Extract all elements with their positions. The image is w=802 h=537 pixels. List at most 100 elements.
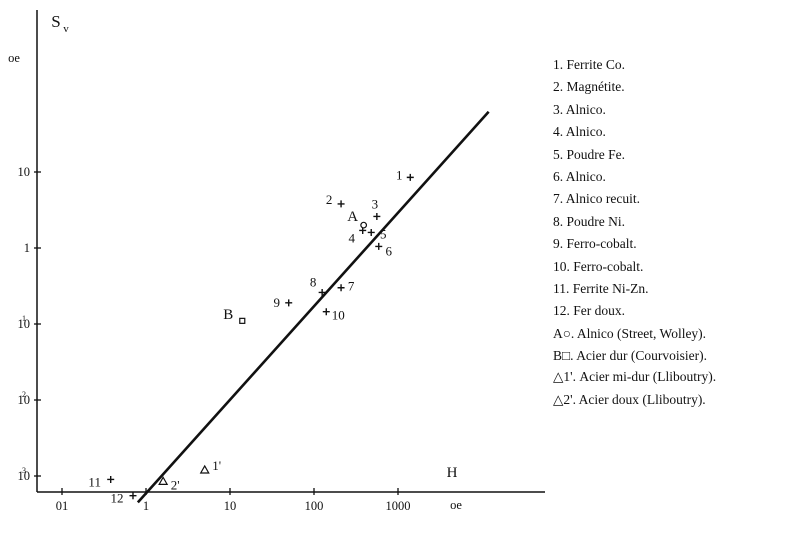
x-tick-label: 01 — [56, 499, 69, 513]
legend-num: 4. — [553, 124, 564, 140]
legend-num: 10. — [553, 258, 570, 274]
point-label-4: 4 — [348, 230, 355, 245]
point-label-3: 3 — [372, 196, 379, 211]
legend-text: Fer doux. — [573, 303, 625, 319]
point-8 — [318, 288, 326, 296]
legend-item-2prime: △2'. Acier doux (Lliboutry). — [553, 389, 802, 411]
point-7 — [337, 284, 345, 292]
legend-item-b: B□. Acier dur (Courvoisier). — [553, 345, 802, 367]
legend-symbol: A○. — [553, 325, 575, 341]
x-tick-label: 100 — [305, 499, 324, 513]
legend-text: Alnico. — [565, 101, 606, 117]
y-tick-exponent: 3 — [22, 466, 26, 475]
legend: 1. Ferrite Co. 2. Magnétite. 3. Alnico. … — [553, 54, 802, 411]
legend-item-9: 9. Ferro-cobalt. — [553, 233, 802, 255]
point-label-11: 11 — [88, 474, 101, 489]
legend-text: Acier dur (Courvoisier). — [576, 348, 708, 364]
legend-num: 1. — [553, 57, 564, 72]
legend-text: Ferrite Ni-Zn. — [572, 281, 649, 297]
y-tick-exponent: 2 — [22, 390, 26, 399]
x-axis-title: H — [447, 465, 458, 481]
legend-text: Ferrite Co. — [566, 57, 626, 72]
trend-line — [136, 110, 490, 504]
point-label-2': 2' — [171, 477, 180, 492]
legend-item-4: 4. Alnico. — [553, 121, 802, 143]
point-10 — [322, 308, 330, 316]
legend-item-8: 8. Poudre Ni. — [553, 211, 802, 233]
point-label-10: 10 — [332, 308, 345, 323]
legend-text: Alnico. — [565, 124, 606, 140]
point-label-12: 12 — [110, 491, 123, 506]
legend-item-12: 12. Fer doux. — [553, 300, 802, 322]
legend-text: Alnico (Street, Wolley). — [576, 325, 707, 341]
point-label-5: 5 — [380, 226, 387, 241]
legend-text: Poudre Fe. — [566, 146, 626, 162]
point-label-B: B — [223, 307, 233, 323]
legend-text: Acier mi-dur (Lliboutry). — [579, 368, 717, 384]
point-label-7: 7 — [348, 279, 355, 294]
point-6 — [375, 242, 383, 250]
point-label-2: 2 — [326, 192, 333, 207]
legend-item-10: 10. Ferro-cobalt. — [553, 256, 802, 278]
y-tick-label: 10 — [18, 393, 31, 407]
point-3 — [373, 212, 381, 220]
point-label-A: A — [347, 209, 358, 225]
point-2 — [337, 200, 345, 208]
x-tick-label: 10 — [224, 499, 237, 513]
y-tick-label: 1 — [24, 241, 30, 255]
x-tick-label: 1 — [143, 499, 149, 513]
legend-item-6: 6. Alnico. — [553, 166, 802, 188]
y-axis-title: S — [51, 12, 60, 31]
legend-num: 5. — [553, 146, 564, 162]
legend-text: Ferro-cobalt. — [566, 236, 637, 252]
legend-symbol: B□. — [553, 348, 574, 364]
legend-num: 3. — [553, 101, 564, 117]
legend-item-1prime: △1'. Acier mi-dur (Lliboutry). — [553, 368, 802, 389]
y-axis-title-sub: v — [63, 23, 69, 35]
y-tick-label: 10 — [18, 469, 31, 483]
y-tick-label: 10 — [18, 165, 31, 179]
point-label-6: 6 — [386, 243, 393, 258]
legend-item-a: A○. Alnico (Street, Wolley). — [553, 323, 802, 345]
legend-text: Alnico. — [565, 169, 606, 185]
legend-text: Acier doux (Lliboutry). — [578, 391, 706, 407]
legend-text: Alnico recuit. — [565, 191, 640, 207]
legend-num: 12. — [553, 303, 570, 319]
point-label-8: 8 — [310, 274, 317, 289]
point-1 — [406, 173, 414, 181]
legend-symbol: △2'. — [553, 391, 576, 407]
point-12 — [129, 492, 137, 500]
y-tick-label: 10 — [18, 317, 31, 331]
point-label-9: 9 — [273, 295, 280, 310]
legend-num: 11. — [553, 281, 570, 297]
point-5 — [367, 228, 375, 236]
legend-num: 6. — [553, 169, 564, 185]
legend-num: 8. — [553, 213, 564, 229]
legend-item-1: 1. Ferrite Co. — [553, 54, 802, 76]
legend-num: 7. — [553, 191, 564, 207]
legend-num: 2. — [553, 79, 564, 95]
point-label-1': 1' — [212, 458, 221, 473]
y-tick-exponent: 1 — [22, 314, 26, 323]
point-2' — [158, 476, 169, 485]
point-9 — [285, 299, 293, 307]
point-11 — [107, 475, 115, 483]
y-axis-unit: oe — [8, 51, 20, 65]
legend-item-5: 5. Poudre Fe. — [553, 144, 802, 166]
legend-item-3: 3. Alnico. — [553, 99, 802, 121]
point-A — [360, 221, 368, 229]
legend-num: 9. — [553, 236, 564, 252]
point-1' — [199, 464, 210, 474]
legend-text: Ferro-cobalt. — [573, 258, 644, 274]
legend-symbol: △1'. — [553, 368, 576, 384]
point-B — [239, 317, 246, 324]
point-label-1: 1 — [396, 167, 403, 182]
legend-item-2: 2. Magnétite. — [553, 76, 802, 98]
legend-text: Magnétite. — [566, 79, 625, 95]
x-axis-unit: oe — [450, 498, 462, 512]
legend-text: Poudre Ni. — [566, 213, 626, 229]
x-tick-label: 1000 — [386, 499, 411, 513]
legend-item-7: 7. Alnico recuit. — [553, 188, 802, 210]
legend-item-11: 11. Ferrite Ni-Zn. — [553, 278, 802, 300]
